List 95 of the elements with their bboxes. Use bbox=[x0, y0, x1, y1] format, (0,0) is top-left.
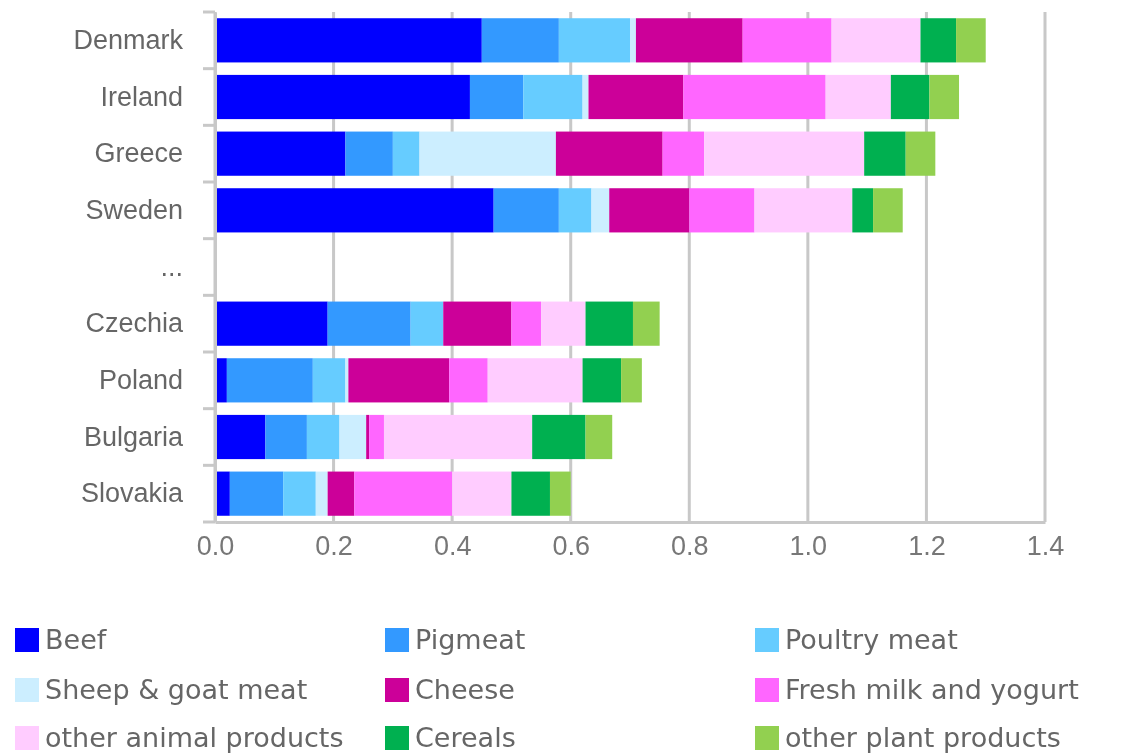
bar bbox=[662, 131, 705, 176]
bar bbox=[555, 131, 663, 176]
bar bbox=[339, 414, 367, 460]
bar bbox=[523, 74, 583, 120]
bar bbox=[265, 414, 307, 460]
x-tick-label: 1.4 bbox=[1026, 531, 1065, 562]
bar bbox=[956, 18, 986, 63]
bar bbox=[283, 471, 316, 516]
bar bbox=[452, 471, 512, 516]
bar bbox=[327, 471, 355, 516]
bar bbox=[635, 18, 743, 63]
bar bbox=[449, 358, 488, 403]
legend-label: Cereals bbox=[415, 722, 516, 754]
bar bbox=[558, 18, 630, 63]
y-tick-label: Slovakia bbox=[80, 478, 184, 509]
legend-label: other animal products bbox=[45, 722, 344, 754]
bar bbox=[327, 301, 411, 346]
bar bbox=[689, 188, 755, 233]
bar bbox=[630, 18, 636, 63]
bar bbox=[493, 188, 559, 233]
bar bbox=[621, 358, 642, 403]
bar bbox=[215, 18, 482, 63]
legend-label: Pigmeat bbox=[415, 624, 526, 656]
bar bbox=[229, 471, 284, 516]
bar bbox=[348, 358, 450, 403]
bar bbox=[215, 301, 328, 346]
y-tick-label: Sweden bbox=[85, 194, 183, 225]
bar bbox=[312, 358, 346, 403]
y-tick-label: Ireland bbox=[100, 81, 183, 112]
bar bbox=[354, 471, 453, 516]
bar bbox=[920, 18, 957, 63]
y-tick-label: Greece bbox=[94, 138, 183, 169]
y-tick-label: ... bbox=[160, 251, 183, 282]
x-tick-label: 0.4 bbox=[433, 531, 472, 562]
bar bbox=[864, 131, 906, 176]
y-tick-label: Denmark bbox=[73, 24, 184, 55]
bar bbox=[392, 131, 420, 176]
bar bbox=[742, 18, 832, 63]
bar bbox=[532, 414, 586, 460]
x-tick-label: 0.8 bbox=[671, 531, 709, 562]
bar bbox=[511, 301, 542, 346]
bar bbox=[215, 188, 494, 233]
bar bbox=[469, 74, 524, 120]
bar bbox=[410, 301, 444, 346]
bar bbox=[487, 358, 583, 403]
bar bbox=[609, 188, 690, 233]
legend-label: Fresh milk and yogurt bbox=[785, 674, 1079, 706]
legend-label: other plant products bbox=[785, 722, 1061, 754]
bar bbox=[215, 414, 266, 460]
bar bbox=[443, 301, 512, 346]
bar bbox=[215, 131, 346, 176]
bar bbox=[588, 74, 684, 120]
bar bbox=[549, 471, 571, 516]
y-tick-label: Czechia bbox=[85, 308, 184, 339]
bar bbox=[511, 471, 550, 516]
x-tick-label: 1.2 bbox=[908, 531, 946, 562]
bar bbox=[591, 188, 610, 233]
bar bbox=[306, 414, 340, 460]
bar bbox=[215, 74, 470, 120]
bar bbox=[558, 188, 592, 233]
x-tick-label: 0.2 bbox=[315, 531, 353, 562]
bar bbox=[369, 414, 384, 460]
x-tick-label: 1.0 bbox=[789, 531, 828, 562]
bar bbox=[852, 188, 874, 233]
bar bbox=[226, 358, 313, 403]
bar bbox=[345, 131, 393, 176]
bar bbox=[873, 188, 903, 233]
bar bbox=[541, 301, 586, 346]
legend-label: Poultry meat bbox=[785, 624, 958, 656]
bar bbox=[315, 471, 328, 516]
bar bbox=[825, 74, 891, 120]
bar bbox=[890, 74, 930, 120]
y-tick-label: Bulgaria bbox=[83, 421, 184, 452]
bar bbox=[383, 414, 533, 460]
legend-label: Cheese bbox=[415, 674, 515, 706]
bar bbox=[582, 74, 589, 120]
legend-label: Sheep & goat meat bbox=[45, 674, 308, 706]
bar bbox=[683, 74, 826, 120]
bar bbox=[481, 18, 559, 63]
bar bbox=[585, 414, 613, 460]
x-tick-label: 0.0 bbox=[196, 531, 235, 562]
bar bbox=[704, 131, 865, 176]
bar bbox=[632, 301, 660, 346]
x-tick-label: 0.6 bbox=[552, 531, 590, 562]
bar bbox=[585, 301, 633, 346]
bar bbox=[419, 131, 556, 176]
bar bbox=[754, 188, 853, 233]
bar bbox=[366, 414, 370, 460]
bar bbox=[345, 358, 349, 403]
legend-label: Beef bbox=[45, 624, 108, 656]
bar bbox=[582, 358, 622, 403]
y-tick-label: Poland bbox=[98, 364, 183, 395]
bar bbox=[905, 131, 936, 176]
bar bbox=[929, 74, 960, 120]
bar bbox=[831, 18, 921, 63]
